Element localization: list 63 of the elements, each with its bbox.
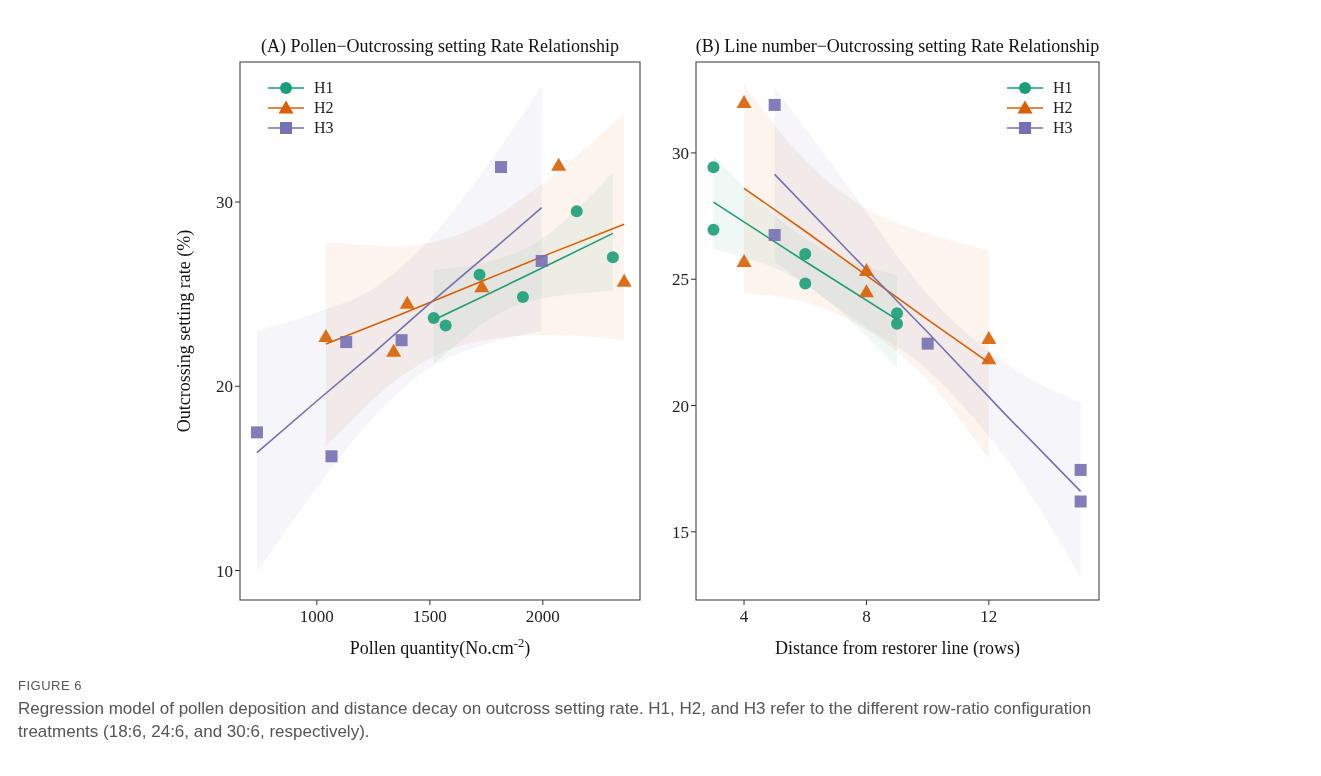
point: [1074, 463, 1087, 476]
point: [736, 254, 752, 268]
y-tick-label: 30: [672, 143, 689, 163]
text: Regression model of pollen deposition and distance decay on outcross setting rate. H1, H2, and H3 refer to the different row-ratio configuration treatments (18:6, 24:6, and 30:6, respectively).: [18, 699, 1092, 741]
point: [858, 284, 874, 298]
point: [395, 334, 408, 347]
point: [606, 251, 619, 264]
chart-title: (A) Pollen−Outcrossing setting Rate Relationship: [260, 36, 620, 57]
x-tick-label: 8: [862, 607, 871, 626]
point: [516, 290, 529, 303]
line-series: [773, 173, 1082, 493]
legend-label: H2: [314, 99, 334, 116]
x-tick-label: 4: [739, 607, 749, 626]
point: [427, 312, 440, 325]
point: [340, 336, 353, 349]
point: [891, 317, 904, 330]
point: [616, 273, 632, 287]
point: [736, 94, 752, 108]
point: [473, 268, 486, 281]
caption: FIGURE 6: [18, 678, 82, 693]
point: [474, 279, 490, 293]
point: [325, 450, 338, 463]
point: [799, 277, 812, 290]
legend-label: H1: [314, 79, 334, 96]
chart-title: (B) Line number−Outcrossing setting Rate Relationship: [695, 36, 1100, 57]
x-tick-label: 12: [980, 607, 998, 626]
point: [439, 319, 452, 332]
line-series: [256, 206, 543, 454]
point: [535, 254, 548, 267]
point: [707, 223, 720, 236]
y-tick-label: 20: [216, 377, 233, 397]
point: [707, 161, 720, 174]
x-tick-label: 1000: [299, 607, 334, 626]
point: [551, 157, 567, 171]
point: [768, 229, 781, 242]
point: [386, 343, 402, 357]
y-tick-label: 25: [672, 270, 689, 290]
x-tick-label: 1500: [412, 607, 447, 626]
legend-label: H3: [1053, 119, 1073, 136]
legend-label: H3: [314, 119, 334, 136]
x-axis-title: Pollen quantity(No.cm$^{-2}$): [349, 636, 531, 659]
point: [318, 329, 334, 343]
point: [250, 426, 263, 439]
point: [921, 337, 934, 350]
point: [399, 295, 415, 309]
point: [768, 98, 781, 111]
point: [495, 161, 508, 174]
y-tick-label: 15: [672, 522, 689, 542]
y-tick-label: 10: [216, 561, 233, 581]
y-axis-title: Outcrossing setting rate (%): [174, 229, 195, 433]
point: [799, 247, 812, 260]
x-axis-title: Distance from restorer line (rows): [775, 638, 1020, 659]
point: [981, 331, 997, 345]
y-tick-label: 20: [672, 396, 689, 416]
point: [858, 262, 874, 276]
legend-label: H2: [1053, 99, 1073, 116]
point: [570, 205, 583, 218]
point: [981, 351, 997, 365]
point: [1074, 495, 1087, 508]
point: [891, 307, 904, 320]
y-tick-label: 30: [216, 193, 233, 213]
x-tick-label: 2000: [525, 607, 560, 626]
legend-label: H1: [1053, 79, 1073, 96]
